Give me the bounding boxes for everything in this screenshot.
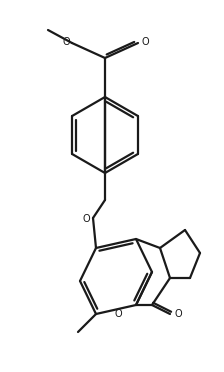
Text: O: O	[62, 37, 70, 47]
Text: O: O	[114, 309, 122, 319]
Text: O: O	[82, 214, 90, 224]
Text: O: O	[174, 309, 182, 319]
Text: O: O	[141, 37, 149, 47]
